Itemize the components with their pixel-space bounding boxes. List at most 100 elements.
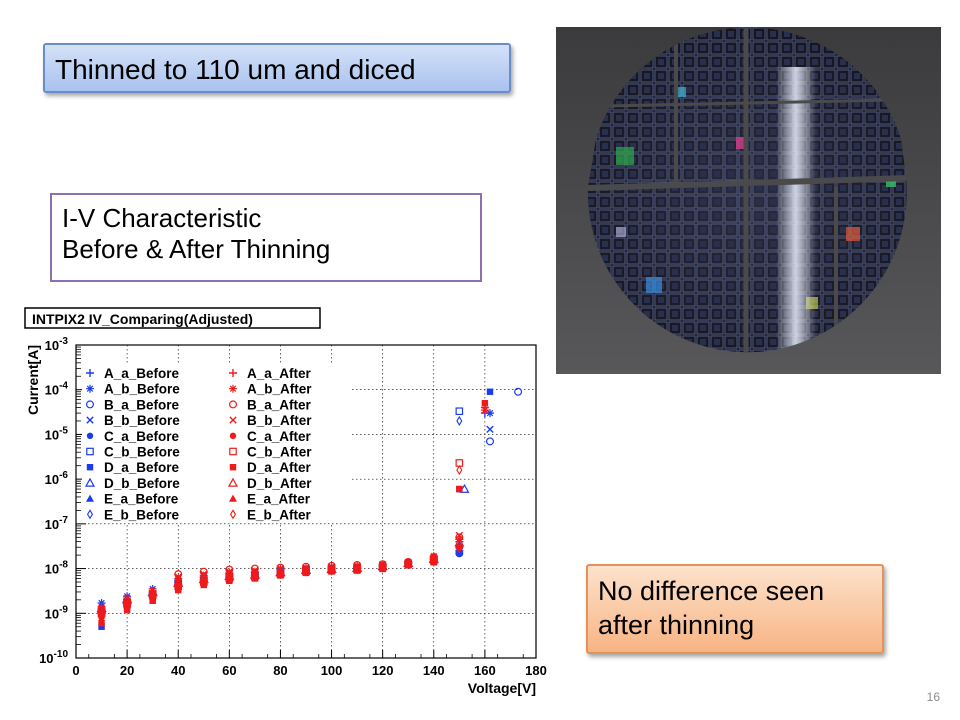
legend-marker-C_b_Before [86, 447, 94, 456]
data-point-E_b_After [226, 573, 233, 584]
legend-marker-E_b_Before [86, 509, 94, 520]
data-point-A_b_After [148, 586, 157, 595]
x-tick-label: 180 [525, 663, 547, 678]
data-point-D_a_Before [98, 623, 105, 630]
data-point-E_b_Before [456, 415, 463, 427]
x-tick-label: 120 [372, 663, 394, 678]
legend-marker-B_b_After [229, 416, 237, 424]
data-point-E_b_After [379, 562, 386, 573]
legend-marker-D_a_Before [86, 464, 94, 471]
legend-label: D_b_Before [104, 476, 180, 491]
legend-label: B_b_After [247, 413, 312, 428]
data-point-B_a_After [455, 533, 464, 542]
legend-marker-C_b_After [229, 447, 237, 456]
iv-caption-line1: I-V Characteristic [62, 203, 262, 233]
y-tick-label: 10-10 [39, 649, 68, 666]
data-point-B_a_Before [486, 437, 495, 446]
legend-marker-B_b_Before [86, 416, 94, 424]
data-point-E_b_After [251, 571, 258, 582]
title-box: Thinned to 110 um and diced [43, 43, 511, 93]
data-point-E_b_After [405, 558, 412, 569]
data-point-E_b_After [149, 591, 156, 602]
legend-marker-E_a_After [229, 494, 237, 502]
chart-title-frame [24, 307, 321, 329]
legend-label: A_b_After [247, 382, 312, 397]
legend-label: C_a_Before [104, 429, 180, 444]
data-point-E_b_After [302, 566, 310, 577]
y-tick-label: 10-5 [45, 425, 69, 442]
diced-wafer-photo [556, 27, 941, 374]
title-text: Thinned to 110 um and diced [55, 54, 416, 85]
iv-caption-box: I-V Characteristic Before & After Thinni… [50, 193, 482, 282]
x-tick-label: 40 [171, 663, 185, 678]
data-point-E_b_After [200, 576, 207, 587]
x-tick-label: 160 [474, 663, 496, 678]
data-point-E_b_After [277, 568, 284, 579]
data-point-E_b_After [124, 600, 131, 611]
x-axis-label: Voltage[V] [468, 680, 536, 696]
data-point-D_a_After [456, 485, 463, 493]
iv-chart: INTPIX2 IV_Comparing(Adjusted) 0 20 40 60 80… [24, 307, 547, 696]
legend-label: B_b_Before [104, 413, 180, 428]
y-tick-label: 10-4 [45, 381, 69, 398]
legend-label: E_a_Before [104, 492, 179, 507]
legend-marker-E_b_After [229, 509, 237, 520]
data-point-E_b_After [175, 580, 182, 591]
legend-label: A_a_After [247, 366, 312, 381]
legend-label: A_b_Before [104, 382, 180, 397]
chart-title: INTPIX2 IV_Comparing(Adjusted) [32, 311, 253, 327]
legend-label: D_a_Before [104, 460, 180, 475]
data-point-B_b_Before [486, 425, 494, 434]
legend-marker-A_b_Before [86, 384, 94, 393]
legend-label: E_a_After [247, 492, 311, 507]
y-tick-label: 10-8 [45, 560, 69, 577]
data-point-D_a_After [98, 620, 105, 627]
y-tick-label: 10-6 [45, 470, 69, 487]
data-point-C_b_Before [455, 407, 464, 416]
legend-marker-A_a_After [229, 369, 237, 377]
legend-marker-C_a_Before [86, 432, 94, 439]
data-point-E_b_After [456, 464, 463, 476]
legend-marker-D_b_After [227, 477, 239, 487]
conclusion-line2: after thinning [598, 610, 755, 640]
legend-marker-D_b_Before [84, 477, 96, 487]
legend-label: E_b_Before [104, 507, 180, 522]
data-point-B_b_After [455, 531, 464, 540]
slide-number: 16 [926, 690, 940, 704]
legend-marker-D_a_After [229, 464, 237, 471]
conclusion-box: No difference seen after thinning [586, 564, 884, 654]
legend-marker-C_a_After [229, 432, 237, 439]
legend-label: A_a_Before [104, 366, 180, 381]
data-point-D_a_Before [486, 388, 494, 395]
legend-label: B_a_Before [104, 397, 180, 412]
conclusion-line1: No difference seen [598, 576, 825, 606]
data-point-E_b_After [456, 543, 463, 554]
legend-marker-E_a_Before [86, 494, 94, 502]
y-tick-label: 10-7 [45, 515, 69, 532]
legend-label: C_a_After [247, 429, 312, 444]
data-point-D_a_After [481, 399, 489, 407]
legend-marker-A_b_After [229, 384, 237, 393]
iv-caption-line2: Before & After Thinning [62, 234, 331, 264]
x-tick-label: 80 [273, 663, 287, 678]
data-point-E_b_After [98, 610, 105, 621]
x-tick-label: 0 [72, 663, 79, 678]
legend-marker-A_a_Before [86, 369, 94, 377]
data-point-B_a_Before [514, 387, 523, 396]
legend-label: D_b_After [247, 476, 312, 491]
x-tick-label: 100 [321, 663, 343, 678]
data-point-B_b_After [174, 573, 182, 581]
y-axis-label: Current[A] [25, 345, 41, 415]
data-point-A_b_After [480, 406, 489, 415]
data-point-E_b_After [328, 565, 335, 576]
data-point-E_b_After [430, 555, 437, 566]
data-point-A_b_Before [486, 409, 494, 418]
legend-background [82, 363, 352, 523]
legend-label: D_a_After [247, 460, 312, 475]
legend-label: C_b_After [247, 445, 312, 460]
x-tick-label: 20 [120, 663, 134, 678]
data-point-B_b_After [200, 570, 208, 578]
legend-label: C_b_Before [104, 445, 180, 460]
legend-marker-B_a_After [229, 400, 238, 409]
legend-label: E_b_After [247, 507, 312, 522]
